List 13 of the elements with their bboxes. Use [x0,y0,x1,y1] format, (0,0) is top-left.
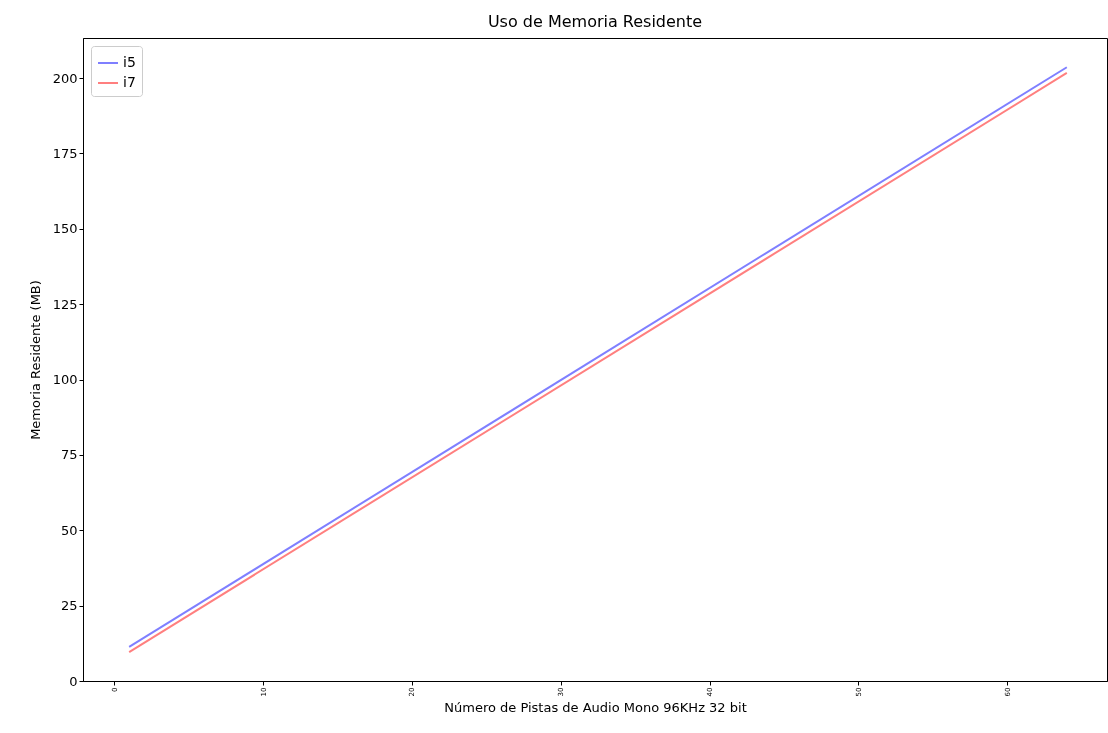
y-tick-label: 50 [60,522,78,538]
y-tick-label: 200 [52,70,78,86]
y-tick-label: 75 [60,447,78,463]
y-axis-title: Memoria Residente (MB) [27,280,43,440]
y-tick-label: 150 [52,221,78,237]
y-tick-label: 125 [52,296,78,312]
y-tick-label: 100 [52,372,78,388]
chart-title: Uso de Memoria Residente [487,12,703,31]
x-axis-title: Número de Pistas de Audio Mono 96KHz 32 bit [444,700,747,716]
legend-label: i7 [123,74,136,90]
y-tick-label: 25 [60,598,78,614]
legend-label: i5 [123,54,136,70]
y-tick-label: 175 [52,145,78,161]
